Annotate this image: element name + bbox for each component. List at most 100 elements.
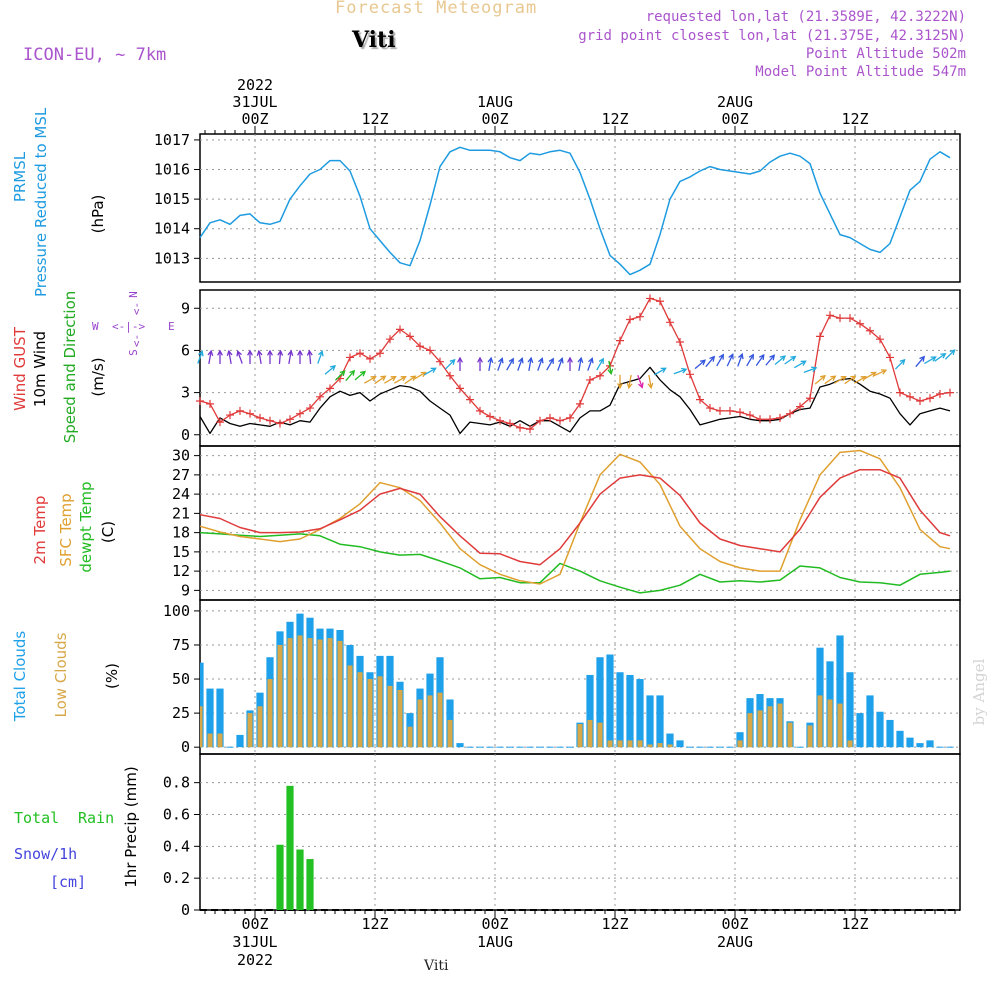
y-tick-label: 30 <box>172 447 190 465</box>
clouds-unit: (%) <box>103 663 121 689</box>
low-cloud-bar <box>787 722 793 748</box>
total-cloud-bar <box>906 737 914 748</box>
gust-marker <box>846 314 854 323</box>
model-name: ICON-EU, ~ 7km <box>23 45 167 65</box>
wind-arrow <box>803 366 818 373</box>
low-cloud-bar <box>247 713 253 748</box>
low-cloud-bar <box>207 733 213 748</box>
gust-marker <box>436 357 444 366</box>
low-cloud-bar <box>277 644 283 748</box>
gust-marker <box>356 349 364 358</box>
gust-marker <box>446 371 454 380</box>
temp-2m-label: 2m Temp <box>31 495 49 565</box>
low-cloud-bar <box>377 676 383 748</box>
gust-marker <box>496 416 504 425</box>
y-tick-label: 0 <box>181 738 190 756</box>
bottom-time-label: 12Z <box>841 915 868 933</box>
wind-arrow <box>755 353 765 366</box>
gust-marker <box>316 392 324 401</box>
y-tick-label: 12 <box>172 562 190 580</box>
gust-marker <box>876 335 884 344</box>
low-cloud-bar <box>307 638 313 748</box>
wind-arrow <box>577 356 584 372</box>
gust-marker <box>706 404 714 413</box>
y-tick-label: 9 <box>181 299 190 317</box>
gust-marker <box>216 418 224 427</box>
total-cloud-bar <box>200 662 204 748</box>
gust-marker <box>896 388 904 397</box>
total-clouds-label: Total Clouds <box>11 630 29 722</box>
rain-bar <box>276 844 284 910</box>
wind-arrow <box>726 353 734 367</box>
y-tick-label: 1015 <box>154 190 190 208</box>
wind-arrow <box>236 350 243 364</box>
y-tick-label: 25 <box>172 704 190 722</box>
wind-arrow <box>477 356 483 371</box>
gust-marker <box>676 338 684 346</box>
gust-marker <box>746 411 754 420</box>
total-cloud-bar <box>676 740 684 748</box>
bottom-time-label: 12Z <box>361 915 388 933</box>
gust-marker <box>416 342 424 351</box>
sfc-temp-line <box>199 449 951 585</box>
compass-west: W <box>92 320 99 333</box>
total-cloud-bar <box>926 740 934 748</box>
wind-arrow <box>517 357 524 371</box>
top-time-label: 12Z <box>841 110 868 128</box>
wind-arrow <box>894 358 906 370</box>
bottom-time-label: 00Z <box>721 915 748 933</box>
low-cloud-bar <box>827 699 833 748</box>
y-tick-label: 27 <box>172 466 190 484</box>
gust-marker <box>686 370 694 379</box>
wind-arrow <box>834 376 847 384</box>
y-tick-label: 1016 <box>154 161 190 179</box>
low-cloud-bar <box>387 685 393 748</box>
low-cloud-bar <box>657 743 663 748</box>
low-cloud-bar <box>617 740 623 748</box>
wind-arrow <box>424 367 437 376</box>
wind-arrow <box>737 352 744 367</box>
wind-arrow <box>384 376 397 384</box>
wind-arrow <box>774 355 787 365</box>
wind-gust-line <box>199 297 951 430</box>
low-cloud-bar <box>737 740 743 748</box>
y-tick-label: 0.4 <box>163 837 190 855</box>
wind-arrow <box>626 374 633 390</box>
wind-gust-label: Wind GUST <box>11 327 29 411</box>
low-cloud-bar <box>407 726 413 748</box>
wind-arrow <box>506 357 514 371</box>
gust-marker <box>266 416 274 425</box>
low-cloud-bar <box>817 695 823 748</box>
low-cloud-bar <box>367 679 373 748</box>
wind-arrow <box>944 349 956 360</box>
total-cloud-bar <box>736 732 744 748</box>
low-cloud-bar <box>757 710 763 748</box>
gust-marker <box>556 416 564 425</box>
top-time-label: 12Z <box>601 110 628 128</box>
wind-arrow <box>557 357 564 371</box>
wind-arrow <box>414 371 427 380</box>
gust-marker <box>816 332 824 341</box>
compass-arrow-s: <- <box>130 333 144 348</box>
wind-arrow <box>256 349 263 364</box>
wind-arrow <box>746 353 754 367</box>
wind-arrow <box>546 357 554 371</box>
dewpt-temp-line <box>199 531 951 594</box>
gust-marker <box>476 406 484 415</box>
gust-marker <box>486 412 494 421</box>
compass-north: N <box>126 291 140 298</box>
gust-marker <box>916 397 924 406</box>
gust-marker <box>786 409 794 418</box>
compass-arrows-we: <-|-> <box>112 320 146 333</box>
low-cloud-bar <box>447 719 453 748</box>
gust-marker <box>466 395 474 404</box>
total-cloud-bar <box>846 672 854 748</box>
total-cloud-bar <box>616 672 624 748</box>
wind-arrow <box>334 370 346 381</box>
gust-marker <box>566 413 574 422</box>
low-cloud-bar <box>767 706 773 748</box>
gust-marker <box>656 297 664 306</box>
y-tick-label: 1017 <box>154 131 190 149</box>
y-tick-label: 75 <box>172 636 190 654</box>
wind-arrow <box>587 357 594 371</box>
